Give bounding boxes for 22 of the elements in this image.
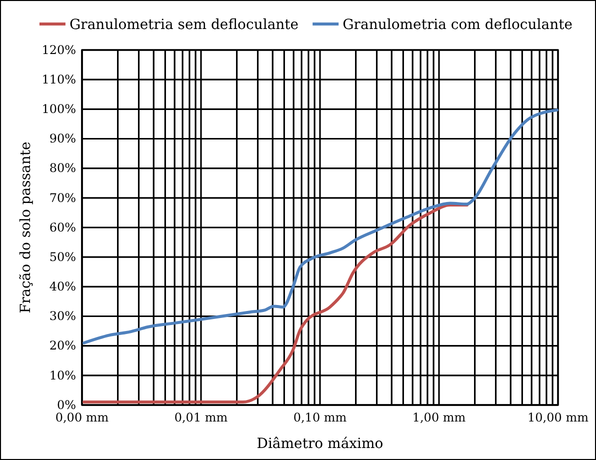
y-tick-label: 70% [49, 190, 76, 205]
legend-label: Granulometria com defloculante [342, 17, 573, 33]
y-tick-label: 80% [49, 161, 76, 176]
y-tick-label: 50% [49, 250, 76, 264]
x-tick-label: 0,10 mm [293, 410, 348, 425]
y-tick-label: 20% [49, 338, 76, 353]
x-tick-label: 0,00 mm [55, 410, 110, 425]
x-axis-title: Diâmetro máximo [256, 436, 384, 452]
y-tick-label: 90% [49, 132, 76, 146]
y-tick-label: 100% [42, 102, 76, 116]
y-tick-label: 30% [49, 309, 76, 324]
y-tick-label: 40% [49, 280, 76, 294]
y-axis-title: Fração do solo passante [18, 142, 34, 314]
y-tick-label: 0% [56, 398, 76, 412]
legend-label: Granulometria sem defloculante [69, 17, 299, 33]
y-tick-label: 60% [49, 220, 76, 234]
x-tick-label: 1,00 mm [412, 410, 466, 425]
x-tick-label: 0,01 mm [174, 410, 228, 425]
y-tick-label: 110% [42, 72, 76, 86]
y-tick-label: 10% [49, 368, 76, 382]
x-tick-label: 10,00 mm [528, 410, 590, 425]
y-tick-label: 120% [42, 42, 76, 57]
